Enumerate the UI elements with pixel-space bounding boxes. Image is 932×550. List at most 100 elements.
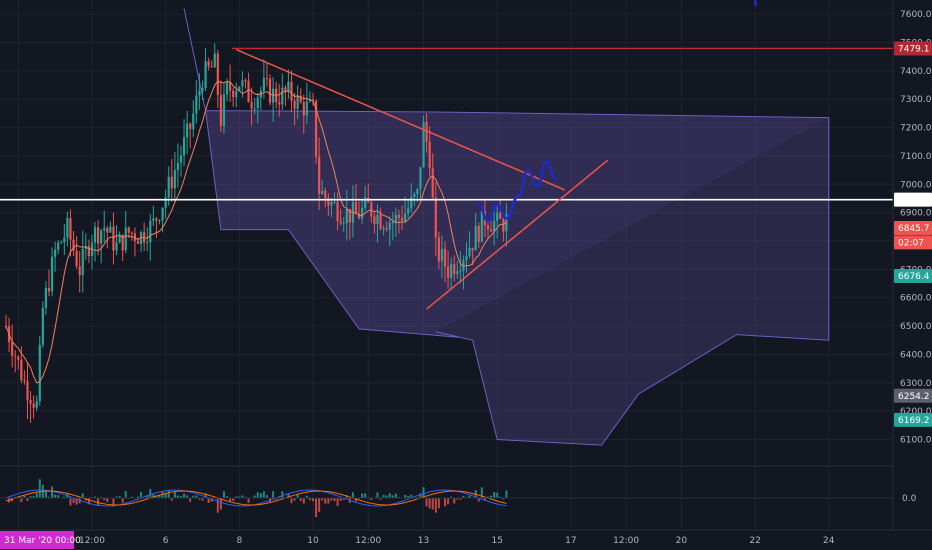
price-tag-bg (894, 269, 932, 284)
macd-bar (192, 495, 195, 499)
candle-body (505, 214, 508, 232)
macd-bar (293, 498, 296, 501)
macd-bar (164, 492, 167, 499)
candle-body (78, 266, 81, 276)
candle-body (345, 209, 348, 224)
macd-bar (437, 498, 440, 509)
candle-body (268, 78, 272, 103)
macd-bar (275, 498, 278, 500)
candle-body (164, 197, 167, 208)
candle-body (486, 225, 490, 230)
candle-body (314, 100, 318, 157)
candle-body (468, 247, 471, 257)
macd-bar (351, 492, 354, 499)
macd-bar (241, 495, 244, 499)
time-tick-label: 12:00 (355, 536, 381, 546)
projection-mark (753, 0, 758, 7)
candle-body (167, 176, 170, 198)
candle-body (23, 380, 26, 382)
macd-bar (69, 498, 72, 506)
macd-bar (361, 493, 364, 499)
macd-bar (155, 495, 158, 499)
candle-body (176, 162, 180, 171)
candle-body (284, 87, 287, 93)
candle-body (480, 211, 483, 242)
candle-body (170, 176, 173, 189)
macd-bar (308, 498, 311, 501)
candle-body (410, 196, 413, 209)
macd-bar (342, 498, 345, 500)
candle-body (431, 168, 434, 198)
candle-body (155, 218, 158, 221)
candle-body (281, 87, 284, 105)
macd-bar (140, 492, 143, 499)
candle-body (241, 80, 244, 87)
macd-bar (81, 493, 84, 499)
macd-bar (179, 496, 182, 499)
candle-body (440, 249, 444, 262)
candle-body (419, 167, 422, 190)
candle-body (50, 256, 54, 292)
macd-bar (198, 498, 201, 500)
macd-bar (253, 495, 256, 499)
candle-body (388, 222, 391, 230)
price-tick-label: 7400.0 (900, 67, 932, 77)
macd-bar (262, 491, 265, 499)
macd-bar (204, 493, 207, 499)
candle-body (93, 227, 97, 243)
macd-bar (51, 486, 54, 499)
candle-body (446, 266, 450, 278)
drawings[interactable] (0, 0, 893, 310)
macd-bar (247, 498, 250, 503)
price-tick-label: 7100.0 (900, 152, 932, 162)
candle-body (100, 230, 103, 244)
macd-bar (505, 490, 508, 499)
candle-body (72, 239, 75, 251)
macd-bar (496, 492, 499, 499)
price-tick-label: 7600.0 (900, 10, 932, 20)
macd-bar (287, 493, 290, 499)
candle-body (115, 242, 118, 251)
candle-body (26, 381, 29, 400)
candle-body (186, 123, 189, 138)
candle-body (364, 197, 367, 208)
candle-body (152, 218, 155, 221)
time-tick-label: 13 (418, 536, 429, 546)
macd-bar (232, 498, 235, 501)
candle-body (391, 222, 394, 224)
candle-body (437, 237, 440, 262)
candle-body (232, 90, 235, 98)
candle-body (434, 197, 437, 238)
candle-body (136, 240, 140, 244)
macd-bar (167, 490, 170, 499)
macd-bar (345, 495, 348, 499)
candle-body (216, 53, 219, 95)
time-tick-label: 17 (565, 536, 576, 546)
macd-bar (186, 495, 189, 499)
macd-bar (29, 496, 32, 499)
macd-bar (229, 498, 232, 503)
candle-body (278, 102, 281, 105)
candle-body (290, 81, 293, 101)
candle-body (179, 155, 183, 163)
candle-body (253, 108, 256, 110)
candle-body (400, 217, 404, 222)
macd-bar (407, 496, 410, 499)
candle-body (198, 90, 201, 96)
macd-bar (315, 498, 318, 518)
macd-bar (321, 498, 324, 501)
macd-bar (447, 498, 450, 505)
candle-body (404, 213, 407, 222)
macd-bar (434, 498, 437, 513)
macd-bar (11, 498, 14, 502)
macd-bar (477, 498, 480, 502)
candle-body (496, 212, 499, 221)
macd-bar (459, 498, 462, 500)
candle-body (112, 226, 115, 251)
candle-body (382, 228, 385, 230)
candle-body (20, 359, 23, 381)
macd-bar (354, 498, 357, 502)
macd-bar (385, 495, 388, 499)
